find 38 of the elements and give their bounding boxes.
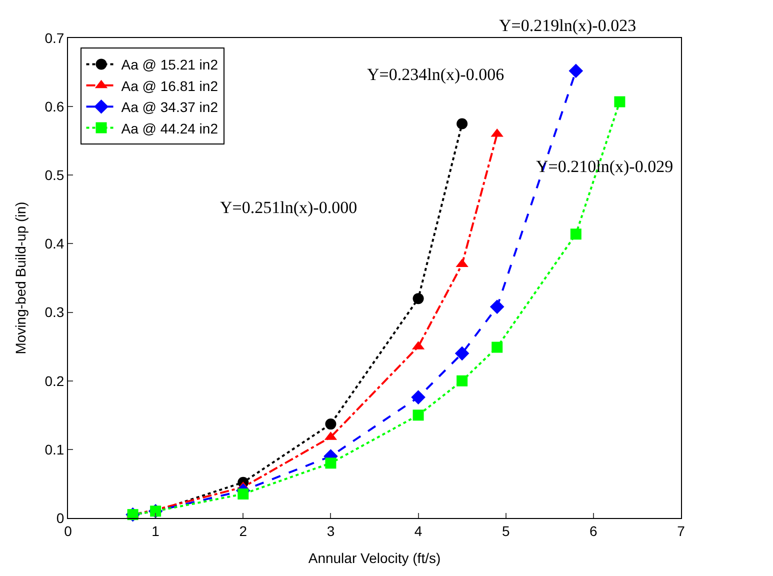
legend-label: Aa @ 15.21 in2 bbox=[121, 56, 218, 73]
x-tick-label: 3 bbox=[326, 522, 335, 539]
y-tick-label: 0.7 bbox=[44, 30, 64, 46]
point bbox=[412, 410, 424, 421]
x-axis-title: Annular Velocity (ft/s) bbox=[308, 550, 441, 566]
y-axis-title: Moving-bed Build-up (in) bbox=[12, 202, 28, 354]
y-tick-label: 0 bbox=[56, 510, 64, 526]
y-tick-label: 0.4 bbox=[44, 236, 64, 252]
point bbox=[456, 375, 468, 386]
y-tick-label: 0.6 bbox=[44, 98, 64, 114]
legend-label: Aa @ 44.24 in2 bbox=[121, 120, 218, 136]
point bbox=[568, 64, 584, 78]
x-tick-label: 6 bbox=[590, 522, 598, 539]
point bbox=[490, 300, 504, 314]
point bbox=[570, 228, 582, 240]
point bbox=[454, 346, 470, 361]
text: Y=0.219ln(x)-0.023 bbox=[499, 16, 636, 35]
point bbox=[492, 342, 503, 353]
point bbox=[325, 418, 336, 430]
legend-label: Aa @ 34.37 in2 bbox=[121, 99, 218, 116]
x-tick-label: 1 bbox=[152, 522, 160, 539]
annotation: Y=0.234ln(x)-0.006 bbox=[367, 65, 504, 84]
point bbox=[411, 390, 426, 404]
y-tick-label: 0.1 bbox=[44, 441, 64, 458]
annotation: Y=0.251ln(x)-0.000 bbox=[220, 198, 358, 217]
y-tick-label: 0.3 bbox=[44, 304, 64, 320]
legend-label: Aa @ 16.81 in2 bbox=[121, 78, 218, 94]
y-tick-label: 0.5 bbox=[44, 167, 64, 184]
x-tick-label: 7 bbox=[677, 522, 686, 539]
point bbox=[456, 118, 468, 130]
point bbox=[238, 488, 249, 500]
x-tick-label: 4 bbox=[414, 522, 422, 539]
point bbox=[412, 293, 424, 304]
y-tick-label: 0.2 bbox=[44, 372, 64, 389]
x-tick-label: 5 bbox=[502, 522, 510, 539]
x-tick-label: 2 bbox=[239, 522, 248, 539]
point bbox=[325, 458, 336, 469]
point bbox=[614, 96, 626, 108]
